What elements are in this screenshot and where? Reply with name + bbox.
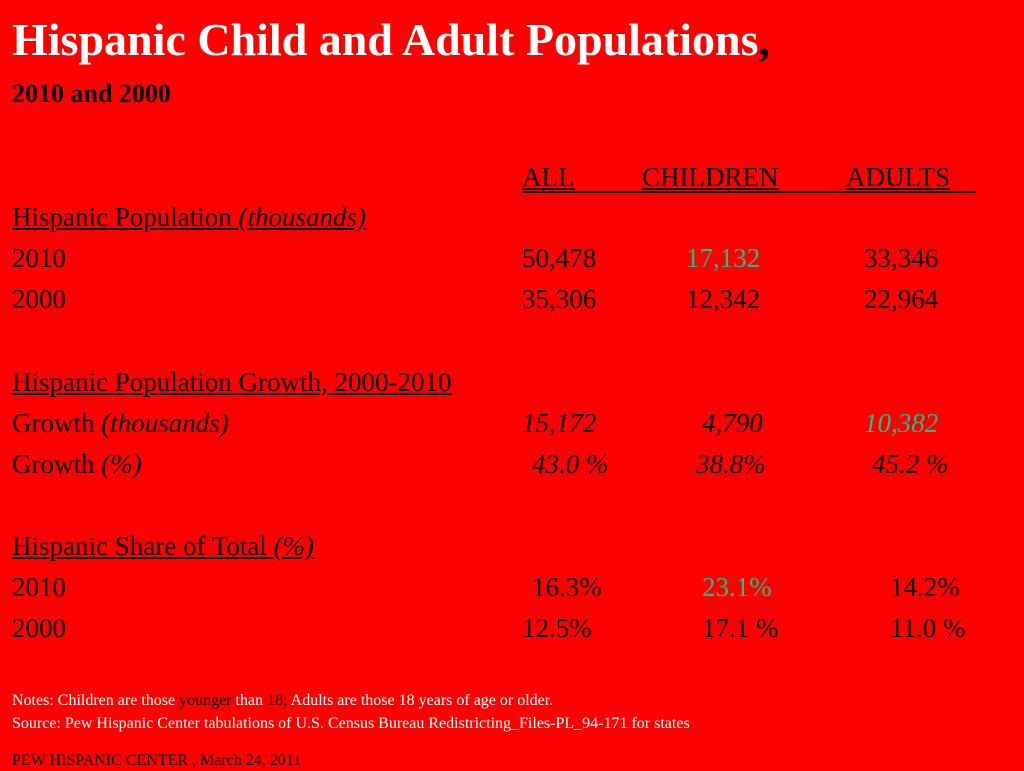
slide-title: Hispanic Child and Adult Populations, [12,12,770,68]
column-header-children: CHILDREN [642,162,779,192]
cell-children: 17,132 [686,243,761,273]
cell-adults: 10,382 [864,408,939,438]
column-header-all: ALL [522,162,575,192]
row-label: 2000 [12,284,66,314]
cell-children: 17.1 % [702,613,779,643]
row-label: Growth (%) [12,447,142,481]
cell-all: 35,306 [522,284,597,314]
cell-all: 43.0 % [532,449,609,479]
row-label-text: Growth [12,449,102,479]
row-label-unit: (thousands) [101,408,229,438]
section-heading-text: Hispanic Share of Total [12,531,274,561]
cell-children: 12,342 [686,284,761,314]
notes-line: Notes: Children are those younger than 1… [12,691,553,711]
footer-credit: PEW HISPANIC CENTER , March 24, 2011 [12,752,302,769]
section-heading-text: Hispanic Population [12,202,239,232]
cell-adults: 14.2% [890,572,960,602]
column-header-underline [522,191,976,193]
cell-children: 38.8% [696,449,766,479]
cell-all: 15,172 [522,408,597,438]
title-comma: , [758,14,771,65]
row-label: Growth (thousands) [12,406,229,440]
section-heading-unit: (thousands) [238,202,366,232]
cell-adults: 11.0 % [890,613,966,643]
cell-adults: 45.2 % [872,449,949,479]
section-heading-unit: (%) [273,531,315,561]
row-label-unit: (%) [101,449,142,479]
cell-all: 50,478 [522,243,597,273]
notes-text: younger [179,692,232,709]
row-label-text: Growth [12,408,102,438]
source-line: Source: Pew Hispanic Center tabulations … [12,715,690,732]
cell-all: 16.3% [532,572,602,602]
notes-text: Notes: Children are those [12,692,180,709]
row-label: 2010 [12,243,66,273]
section-heading-population: Hispanic Population (thousands) [12,200,366,234]
cell-adults: 22,964 [864,284,939,314]
notes-text: than [231,692,268,709]
notes-text: Adults are those 18 years of age or olde… [287,692,554,709]
cell-adults: 33,346 [864,243,939,273]
section-heading-share: Hispanic Share of Total (%) [12,529,314,563]
row-label: 2010 [12,572,66,602]
title-text: Hispanic Child and Adult Populations [12,14,759,65]
slide-subtitle: 2010 and 2000 [12,79,171,108]
cell-children: 23.1% [702,572,772,602]
cell-children: 4,790 [702,408,763,438]
section-heading-growth: Hispanic Population Growth, 2000-2010 [12,367,452,397]
column-header-adults: ADULTS [846,162,951,192]
cell-all: 12.5% [522,613,592,643]
row-label: 2000 [12,613,66,643]
notes-text: 18; [267,692,288,709]
